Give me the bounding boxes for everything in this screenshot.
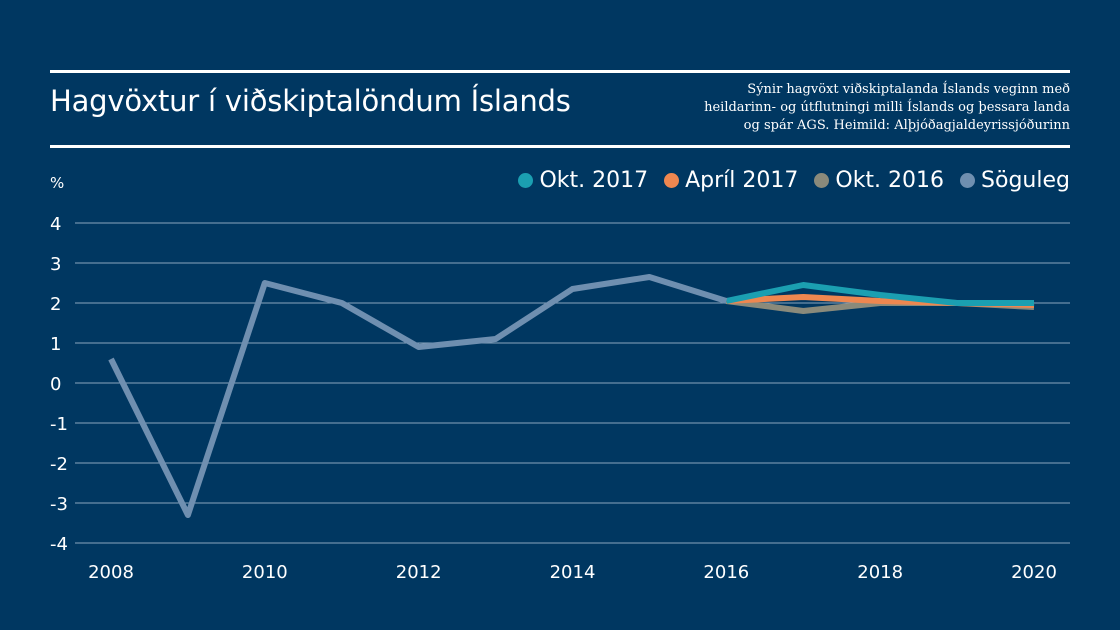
x-tick-label: 2016 (703, 562, 749, 583)
legend-label-april-2017: Apríl 2017 (685, 168, 799, 193)
legend-swatch-april-2017 (664, 173, 680, 188)
legend-label-okt-2017: Okt. 2017 (539, 168, 649, 193)
x-tick-label: 2020 (1011, 562, 1057, 583)
x-tick-label: 2008 (88, 562, 134, 583)
y-tick-label: 2 (50, 294, 61, 315)
legend-item-april-2017: Apríl 2017 (664, 168, 798, 193)
y-tick-label: 4 (50, 214, 61, 235)
x-tick-label: 2012 (396, 562, 442, 583)
legend-label-soguleg: Söguleg (981, 168, 1070, 193)
chart-title: Hagvöxtur í viðskiptalöndum Íslands (50, 84, 571, 118)
y-tick-label: 3 (50, 254, 61, 275)
series-line-0 (725, 282, 1034, 306)
legend-item-okt-2016: Okt. 2016 (814, 168, 944, 193)
top-rule (50, 70, 1070, 73)
y-axis-label: % (50, 174, 64, 192)
y-tick-label: -1 (50, 414, 68, 435)
x-tick-label: 2018 (857, 562, 903, 583)
y-tick-label: -3 (50, 494, 68, 515)
legend-item-soguleg: Söguleg (960, 168, 1070, 193)
chart-subtitle: Sýnir hagvöxt viðskiptalanda Íslands veg… (600, 81, 1070, 135)
y-tick-label: -4 (50, 534, 68, 555)
y-tick-label: 1 (50, 334, 61, 355)
subtitle-line-1: Sýnir hagvöxt viðskiptalanda Íslands veg… (747, 82, 1070, 97)
subtitle-line-3: og spár AGS. Heimild: Alþjóðagjaldeyriss… (743, 118, 1070, 133)
legend-swatch-soguleg (960, 173, 976, 188)
legend-label-okt-2016: Okt. 2016 (835, 168, 945, 193)
bottom-rule (50, 145, 1070, 148)
y-tick-label: 0 (50, 374, 61, 395)
legend: Okt. 2017 Apríl 2017 Okt. 2016 Söguleg (518, 168, 1070, 193)
legend-item-okt-2017: Okt. 2017 (518, 168, 648, 193)
x-tick-label: 2014 (550, 562, 596, 583)
x-tick-label: 2010 (242, 562, 288, 583)
y-tick-label: -2 (50, 454, 68, 475)
subtitle-line-2: heildarinn- og útflutningi milli Íslands… (704, 100, 1070, 115)
legend-swatch-okt-2016 (814, 173, 830, 188)
legend-swatch-okt-2017 (518, 173, 534, 188)
series-line-3 (108, 274, 728, 518)
